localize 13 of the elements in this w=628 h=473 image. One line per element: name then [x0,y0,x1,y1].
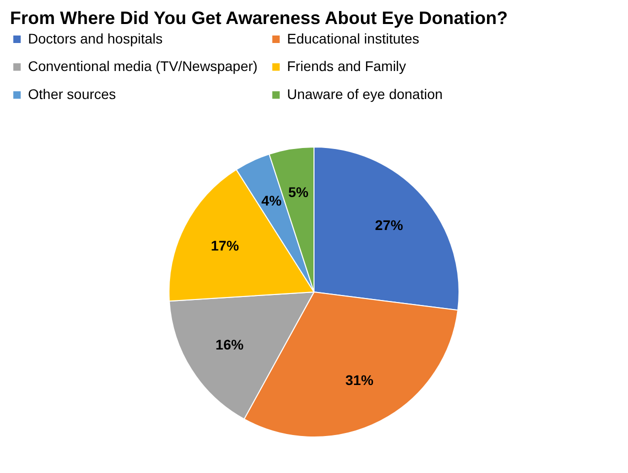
chart-title: From Where Did You Get Awareness About Eye Donation? [10,8,508,28]
legend-label: Educational institutes [287,30,420,46]
data-label: 17% [210,238,240,254]
legend-label: Unaware of eye donation [287,86,443,102]
legend-label: Other sources [28,86,116,102]
legend-label: Friends and Family [287,58,406,74]
data-label: 27% [374,216,404,233]
legend-label: Conventional media (TV/Newspaper) [28,58,258,74]
legend-label: Doctors and hospitals [28,30,163,46]
data-label: 31% [345,372,374,388]
data-label: 16% [216,336,244,353]
data-label: 5% [288,184,310,200]
data-label: 4% [261,192,282,209]
